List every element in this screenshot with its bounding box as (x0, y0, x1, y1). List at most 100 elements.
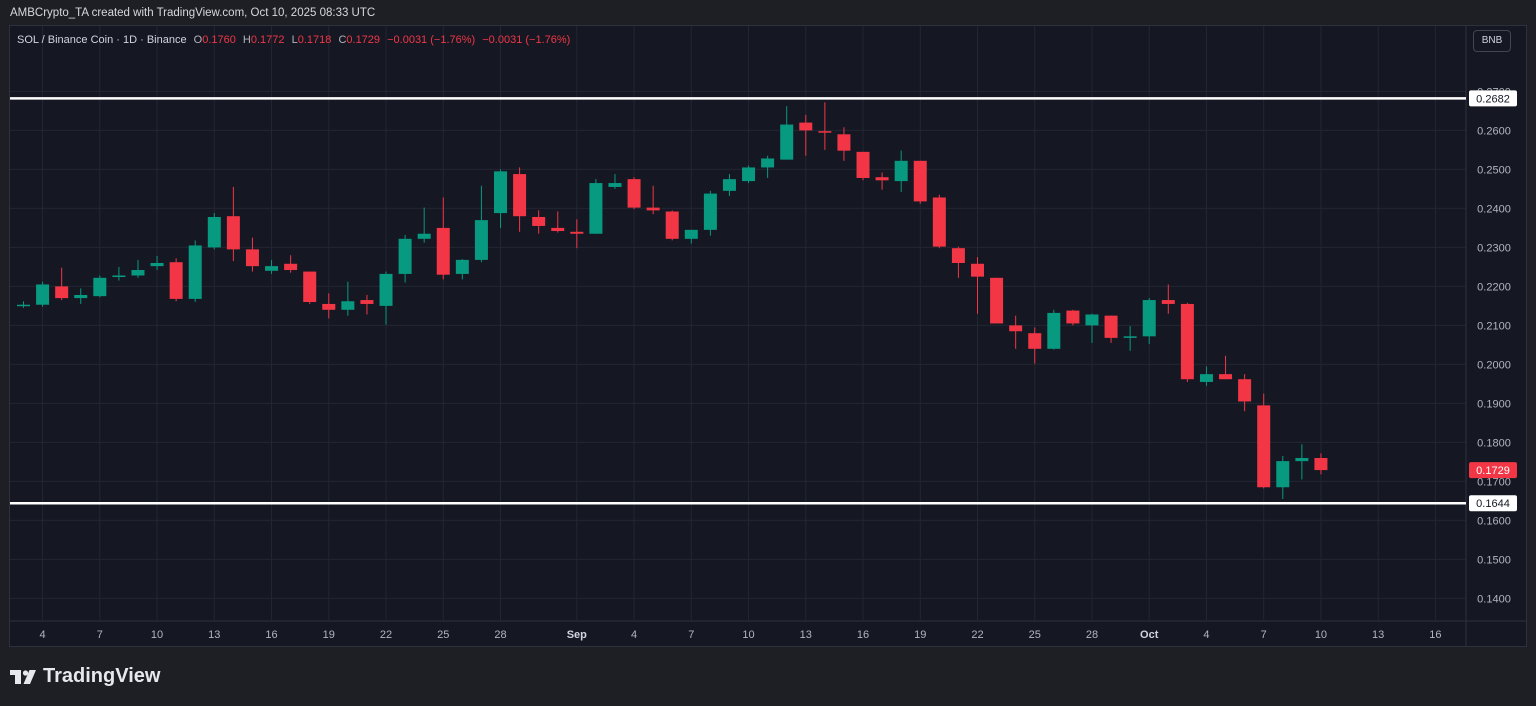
candle[interactable] (436, 197, 450, 280)
candle[interactable] (665, 210, 679, 241)
candle-body (684, 229, 698, 239)
candle[interactable] (455, 259, 469, 280)
candle-body (608, 183, 622, 187)
x-tick-label: 13 (1372, 629, 1384, 641)
candle-body (1028, 333, 1042, 349)
candle[interactable] (1161, 284, 1175, 314)
candle[interactable] (1199, 366, 1213, 386)
candle-body (894, 160, 908, 182)
x-tick-label: 4 (40, 629, 46, 641)
candle[interactable] (1028, 327, 1042, 364)
candle[interactable] (532, 210, 546, 234)
candle[interactable] (207, 213, 221, 250)
candle[interactable] (1085, 313, 1099, 343)
candle[interactable] (513, 167, 527, 232)
symbol-label[interactable]: SOL / Binance Coin · 1D · Binance (17, 34, 187, 46)
candle[interactable] (1180, 302, 1194, 382)
candle[interactable] (1142, 298, 1156, 345)
level-label: 0.1644 (1476, 498, 1510, 510)
x-tick-label: 16 (265, 629, 277, 641)
candle-body (1142, 300, 1156, 337)
candle[interactable] (360, 294, 374, 315)
candle[interactable] (799, 114, 813, 156)
candle-body (1161, 300, 1175, 304)
candle-body (761, 158, 775, 168)
candle[interactable] (684, 229, 698, 244)
candle[interactable] (417, 207, 431, 243)
candle[interactable] (1238, 374, 1252, 412)
y-tick-label: 0.2400 (1477, 203, 1511, 215)
candle-body (1009, 325, 1023, 332)
candle[interactable] (646, 185, 660, 215)
candle[interactable] (265, 259, 279, 274)
candle[interactable] (17, 301, 30, 308)
candle[interactable] (188, 240, 202, 302)
candle[interactable] (93, 275, 107, 298)
candle-body (341, 301, 355, 310)
candle[interactable] (780, 106, 794, 160)
candle[interactable] (379, 271, 393, 325)
candle[interactable] (245, 237, 259, 272)
candle[interactable] (1295, 444, 1309, 480)
candle[interactable] (131, 259, 145, 278)
candle[interactable] (818, 102, 832, 150)
candle[interactable] (971, 257, 984, 314)
candle[interactable] (913, 160, 927, 204)
candle[interactable] (1009, 315, 1023, 349)
candle[interactable] (894, 150, 908, 193)
candle[interactable] (1257, 393, 1271, 489)
currency-button[interactable]: BNB (1473, 30, 1511, 52)
candle-body (799, 122, 813, 131)
candle[interactable] (1047, 309, 1061, 350)
candle[interactable] (474, 185, 488, 263)
candle[interactable] (951, 246, 965, 278)
candle-body (245, 249, 259, 267)
candle[interactable] (589, 179, 603, 234)
candle[interactable] (55, 267, 69, 301)
candle-body (322, 303, 336, 310)
candle[interactable] (74, 288, 88, 304)
candle[interactable] (1123, 326, 1137, 351)
level-label-bg (1469, 495, 1517, 512)
candle[interactable] (761, 155, 775, 178)
candle[interactable] (608, 174, 622, 189)
candle[interactable] (494, 169, 507, 228)
candle-body (93, 277, 107, 297)
candle[interactable] (1276, 456, 1290, 499)
candle[interactable] (703, 190, 717, 236)
x-tick-label: 4 (1203, 629, 1209, 641)
candle[interactable] (1314, 453, 1328, 475)
candle[interactable] (627, 177, 641, 210)
candle-body (913, 160, 927, 202)
candle[interactable] (112, 266, 126, 281)
candle[interactable] (1104, 315, 1118, 343)
candle[interactable] (226, 186, 240, 262)
candle[interactable] (284, 255, 298, 273)
candle[interactable] (570, 219, 584, 249)
candle[interactable] (303, 271, 317, 304)
logo-text: TradingView (43, 665, 161, 687)
candle[interactable] (398, 234, 412, 283)
candle[interactable] (932, 194, 946, 249)
level-label-bg (1469, 90, 1517, 107)
candle[interactable] (341, 281, 355, 316)
candle[interactable] (169, 258, 183, 302)
candle[interactable] (1066, 309, 1080, 326)
candle-body (36, 284, 50, 305)
candle[interactable] (150, 255, 164, 271)
chart-attribution: AMBCrypto_TA created with TradingView.co… (10, 7, 376, 19)
candle[interactable] (722, 174, 736, 196)
candle[interactable] (837, 127, 851, 161)
x-tick-label: 10 (742, 629, 754, 641)
candle[interactable] (1219, 355, 1233, 380)
candle[interactable] (875, 172, 889, 190)
tradingview-logo[interactable]: TradingView (10, 665, 160, 688)
candle[interactable] (856, 151, 870, 181)
candle[interactable] (742, 165, 756, 184)
candle[interactable] (990, 277, 1004, 324)
candle[interactable] (36, 281, 50, 307)
candle[interactable] (551, 211, 565, 233)
y-tick-label: 0.1900 (1477, 398, 1511, 410)
candle[interactable] (322, 293, 336, 319)
